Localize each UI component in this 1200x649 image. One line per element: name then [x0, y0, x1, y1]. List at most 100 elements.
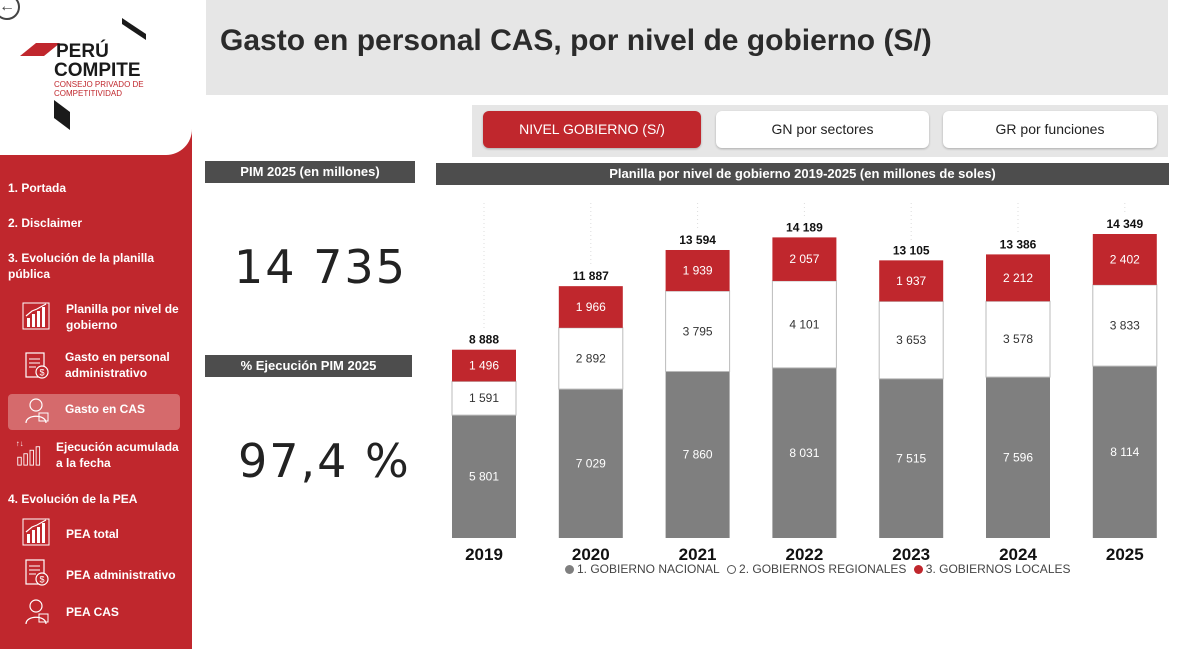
legend-item-locales: 3. GOBIERNOS LOCALES	[913, 562, 1071, 576]
tab-gr-funciones[interactable]: GR por funciones	[943, 111, 1157, 148]
worker-icon	[25, 599, 49, 625]
tab-nivel-gobierno[interactable]: NIVEL GOBIERNO (S/)	[483, 111, 701, 148]
arrow-left-circle-icon: ←	[0, 0, 15, 15]
bar-segment	[1092, 366, 1157, 538]
bar-segment	[558, 286, 623, 328]
bar-segment	[452, 415, 516, 538]
bar-value-label: 1 939	[683, 264, 713, 278]
sidebar: PERÚ COMPITE CONSEJO PRIVADO DE COMPETIT…	[0, 0, 192, 649]
bar-value-label: 3 653	[896, 333, 926, 347]
nav-evolucion-planilla[interactable]: 3. Evolución de la planilla pública	[8, 251, 155, 281]
bar-segment	[879, 260, 944, 302]
sidebar-item-pea-cas[interactable]: PEA CAS	[66, 605, 119, 619]
bar-segment	[452, 349, 516, 382]
bar-total-label: 13 594	[679, 233, 716, 247]
bar-segment	[771, 280, 837, 369]
svg-text:$: $	[40, 575, 45, 585]
bar-value-label: 4 101	[789, 317, 819, 331]
bar-segment	[985, 300, 1051, 378]
back-button[interactable]: ←	[0, 0, 20, 20]
bar-value-label: 1 966	[576, 300, 606, 314]
bar-total-label: 8 888	[469, 333, 499, 347]
bar-total-label: 11 887	[573, 269, 609, 283]
kpi-pim-value: 14 735	[234, 240, 407, 294]
legend-item-regionales: 2. GOBIERNOS REGIONALES	[727, 562, 906, 576]
peru-compite-logo: PERÚ COMPITE CONSEJO PRIVADO DE COMPETIT…	[20, 18, 146, 130]
x-tick-label: 2021	[679, 545, 717, 564]
sidebar-item-pea-total[interactable]: PEA total	[66, 527, 119, 541]
bar-value-label: 7 596	[1003, 451, 1033, 465]
bar-chart-icon	[22, 518, 50, 546]
svg-text:↑↓: ↑↓	[16, 439, 24, 448]
bar-value-label: 1 496	[469, 359, 499, 373]
sidebar-item-ejecucion-acumulada[interactable]: Ejecución acumulada a la fecha	[56, 440, 179, 470]
bar-segment	[1092, 284, 1158, 367]
bar-value-label: 1 937	[896, 274, 926, 288]
title-banner	[206, 0, 1168, 95]
legend-dot-regionales	[727, 565, 737, 574]
page-title: Gasto en personal CAS, por nivel de gobi…	[220, 24, 932, 57]
bar-chart-icon	[22, 302, 50, 330]
logo-top-mark	[122, 18, 146, 40]
bar-total-label: 14 349	[1106, 217, 1143, 231]
x-tick-label: 2019	[465, 545, 503, 564]
bar-segment	[665, 290, 731, 372]
sidebar-item-pea-administrativo[interactable]: PEA administrativo	[66, 568, 176, 582]
bar-segment	[986, 377, 1050, 538]
bar-segment	[665, 371, 730, 538]
logo-area: PERÚ COMPITE CONSEJO PRIVADO DE COMPETIT…	[0, 0, 192, 155]
logo-bottom-mark	[54, 100, 70, 130]
logo-line2: COMPITE	[54, 60, 141, 81]
nav-disclaimer[interactable]: 2. Disclaimer	[8, 216, 83, 230]
bar-segment	[986, 254, 1050, 302]
kpi-pim-header: PIM 2025 (en millones)	[205, 161, 415, 183]
bar-segment	[558, 327, 624, 390]
tab-gn-sectores[interactable]: GN por sectores	[716, 111, 929, 148]
x-tick-label: 2022	[785, 545, 823, 564]
ascending-bars-icon: ↑↓	[16, 439, 41, 466]
bar-value-label: 7 029	[576, 457, 606, 471]
logo-red-stripe	[20, 43, 60, 56]
bar-total-label: 14 189	[786, 220, 823, 234]
chart-title: Planilla por nivel de gobierno 2019-2025…	[436, 163, 1169, 185]
bar-segment	[1092, 234, 1157, 285]
bar-value-label: 8 031	[789, 446, 819, 460]
x-tick-label: 2024	[999, 545, 1037, 564]
sidebar-item-gasto-personal-admin[interactable]: Gasto en personal administrativo	[65, 350, 170, 380]
bar-value-label: 7 860	[683, 448, 713, 462]
bar-segment	[665, 249, 730, 292]
kpi-ejecucion-header: % Ejecución PIM 2025	[205, 355, 412, 377]
bar-segment	[772, 237, 837, 281]
bar-value-label: 2 402	[1110, 252, 1140, 266]
bar-total-label: 13 386	[1000, 237, 1037, 251]
worker-icon	[25, 398, 49, 424]
x-tick-label: 2020	[572, 545, 610, 564]
bar-value-label: 2 212	[1003, 271, 1033, 285]
bar-segment	[879, 378, 944, 538]
legend-label-locales: 3. GOBIERNOS LOCALES	[925, 562, 1071, 576]
bar-total-label: 13 105	[893, 243, 930, 257]
legend-dot-locales	[913, 565, 923, 574]
bar-value-label: 3 578	[1003, 332, 1033, 346]
legend-label-regionales: 2. GOBIERNOS REGIONALES	[739, 562, 907, 576]
bar-segment	[772, 367, 837, 538]
bar-segment	[558, 389, 623, 538]
legend-dot-nacional	[565, 565, 574, 574]
bar-value-label: 8 114	[1110, 445, 1139, 459]
kpi-ejecucion-value: 97,4 %	[238, 434, 411, 488]
sidebar-item-planilla-nivel[interactable]: Planilla por nivel de gobierno	[66, 302, 179, 332]
legend-item-nacional: 1. GOBIERNO NACIONAL	[565, 562, 720, 576]
document-money-icon: $	[25, 352, 49, 379]
logo-line3: CONSEJO PRIVADO DE	[54, 80, 144, 89]
bar-value-label: 5 801	[469, 470, 499, 484]
nav-evolucion-pea[interactable]: 4. Evolución de la PEA	[8, 492, 138, 506]
logo-line1: PERÚ	[56, 40, 109, 62]
stacked-bar-chart: 5 801 1 591 1 496 8 888 2019 7 029 2 892 1 966 1…	[451, 203, 1158, 564]
nav-portada[interactable]: 1. Portada	[8, 181, 67, 195]
sidebar-item-gasto-cas[interactable]: Gasto en CAS	[65, 402, 146, 416]
bar-segment	[878, 300, 944, 380]
logo-line4: COMPETITIVIDAD	[54, 89, 122, 98]
bar-value-label: 2 057	[789, 252, 819, 266]
chart-legend: 1. GOBIERNO NACIONAL 2. GOBIERNOS REGION…	[565, 562, 1075, 576]
bar-segment	[451, 380, 517, 416]
